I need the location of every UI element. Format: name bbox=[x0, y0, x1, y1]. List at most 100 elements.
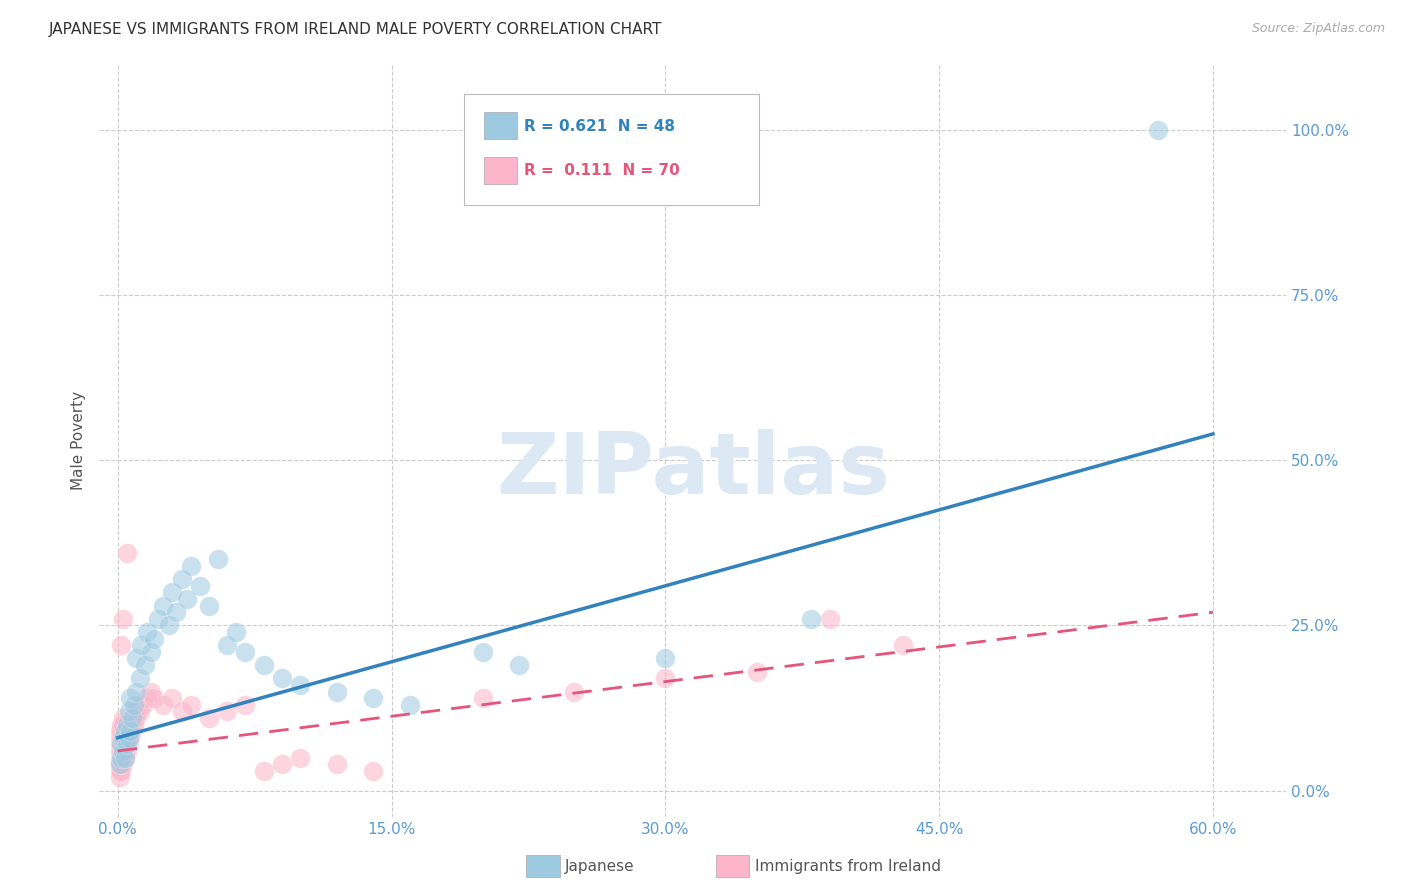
Point bbox=[128, 704, 150, 718]
Point bbox=[114, 731, 136, 745]
Point bbox=[139, 684, 162, 698]
Point bbox=[115, 546, 138, 560]
Point bbox=[135, 691, 157, 706]
Point bbox=[146, 612, 169, 626]
Point bbox=[112, 750, 135, 764]
Point bbox=[115, 731, 138, 745]
Point bbox=[121, 724, 143, 739]
Point bbox=[108, 750, 131, 764]
Point bbox=[108, 757, 131, 772]
Point bbox=[271, 671, 294, 685]
Point bbox=[121, 711, 143, 725]
Point bbox=[108, 737, 131, 751]
Point bbox=[108, 770, 131, 784]
Point bbox=[122, 698, 145, 712]
Point bbox=[128, 671, 150, 685]
Text: ZIPatlas: ZIPatlas bbox=[496, 429, 890, 512]
Text: JAPANESE VS IMMIGRANTS FROM IRELAND MALE POVERTY CORRELATION CHART: JAPANESE VS IMMIGRANTS FROM IRELAND MALE… bbox=[49, 22, 662, 37]
Point bbox=[818, 612, 841, 626]
Point bbox=[114, 737, 136, 751]
Point bbox=[117, 731, 139, 745]
Point bbox=[170, 704, 193, 718]
Point bbox=[235, 645, 257, 659]
Point bbox=[152, 599, 174, 613]
Point bbox=[139, 645, 162, 659]
Point bbox=[110, 744, 132, 758]
Point bbox=[162, 691, 184, 706]
Point bbox=[162, 585, 184, 599]
Point bbox=[562, 684, 585, 698]
Point bbox=[134, 658, 156, 673]
Point bbox=[112, 724, 135, 739]
Point bbox=[110, 764, 132, 778]
Point bbox=[121, 717, 143, 731]
Point bbox=[180, 559, 202, 574]
Point bbox=[114, 750, 136, 764]
Point bbox=[326, 757, 349, 772]
Point bbox=[152, 698, 174, 712]
Point bbox=[125, 684, 148, 698]
Point bbox=[110, 638, 132, 652]
Point bbox=[108, 764, 131, 778]
Point bbox=[225, 625, 247, 640]
Point bbox=[180, 698, 202, 712]
Point bbox=[654, 651, 676, 665]
Point bbox=[157, 618, 180, 632]
Point bbox=[1147, 123, 1170, 137]
Y-axis label: Male Poverty: Male Poverty bbox=[72, 391, 86, 490]
Point bbox=[125, 651, 148, 665]
Point bbox=[120, 691, 142, 706]
Point bbox=[165, 605, 187, 619]
Point bbox=[115, 737, 138, 751]
Point bbox=[170, 572, 193, 586]
Point bbox=[112, 731, 135, 745]
Point bbox=[217, 704, 239, 718]
Point bbox=[112, 612, 135, 626]
Point bbox=[117, 731, 139, 745]
Point bbox=[361, 691, 384, 706]
Point bbox=[253, 764, 276, 778]
Point bbox=[114, 744, 136, 758]
Point bbox=[745, 665, 768, 679]
Point bbox=[135, 625, 157, 640]
Point bbox=[471, 645, 494, 659]
Point bbox=[110, 737, 132, 751]
Point bbox=[326, 684, 349, 698]
Point bbox=[117, 724, 139, 739]
Point bbox=[217, 638, 239, 652]
Point bbox=[198, 711, 221, 725]
Point bbox=[188, 579, 211, 593]
Point bbox=[120, 731, 142, 745]
Text: Source: ZipAtlas.com: Source: ZipAtlas.com bbox=[1251, 22, 1385, 36]
Point bbox=[115, 737, 138, 751]
Point bbox=[143, 691, 166, 706]
Point bbox=[112, 731, 135, 745]
Point bbox=[112, 711, 135, 725]
Point bbox=[117, 704, 139, 718]
Point bbox=[114, 724, 136, 739]
Point bbox=[120, 717, 142, 731]
Point bbox=[290, 750, 312, 764]
Text: R = 0.621  N = 48: R = 0.621 N = 48 bbox=[524, 120, 675, 134]
Point bbox=[271, 757, 294, 772]
Point bbox=[120, 724, 142, 739]
Point bbox=[110, 724, 132, 739]
Point bbox=[114, 750, 136, 764]
Point bbox=[108, 731, 131, 745]
Point bbox=[800, 612, 823, 626]
Text: Japanese: Japanese bbox=[565, 859, 636, 873]
Point bbox=[122, 711, 145, 725]
Point bbox=[654, 671, 676, 685]
Point bbox=[253, 658, 276, 673]
Point bbox=[108, 744, 131, 758]
Point bbox=[112, 737, 135, 751]
Point bbox=[115, 717, 138, 731]
Point bbox=[112, 744, 135, 758]
Point bbox=[110, 717, 132, 731]
Point bbox=[110, 750, 132, 764]
Point bbox=[132, 698, 155, 712]
Point bbox=[198, 599, 221, 613]
Point bbox=[235, 698, 257, 712]
Point bbox=[115, 744, 138, 758]
Point bbox=[207, 552, 229, 566]
